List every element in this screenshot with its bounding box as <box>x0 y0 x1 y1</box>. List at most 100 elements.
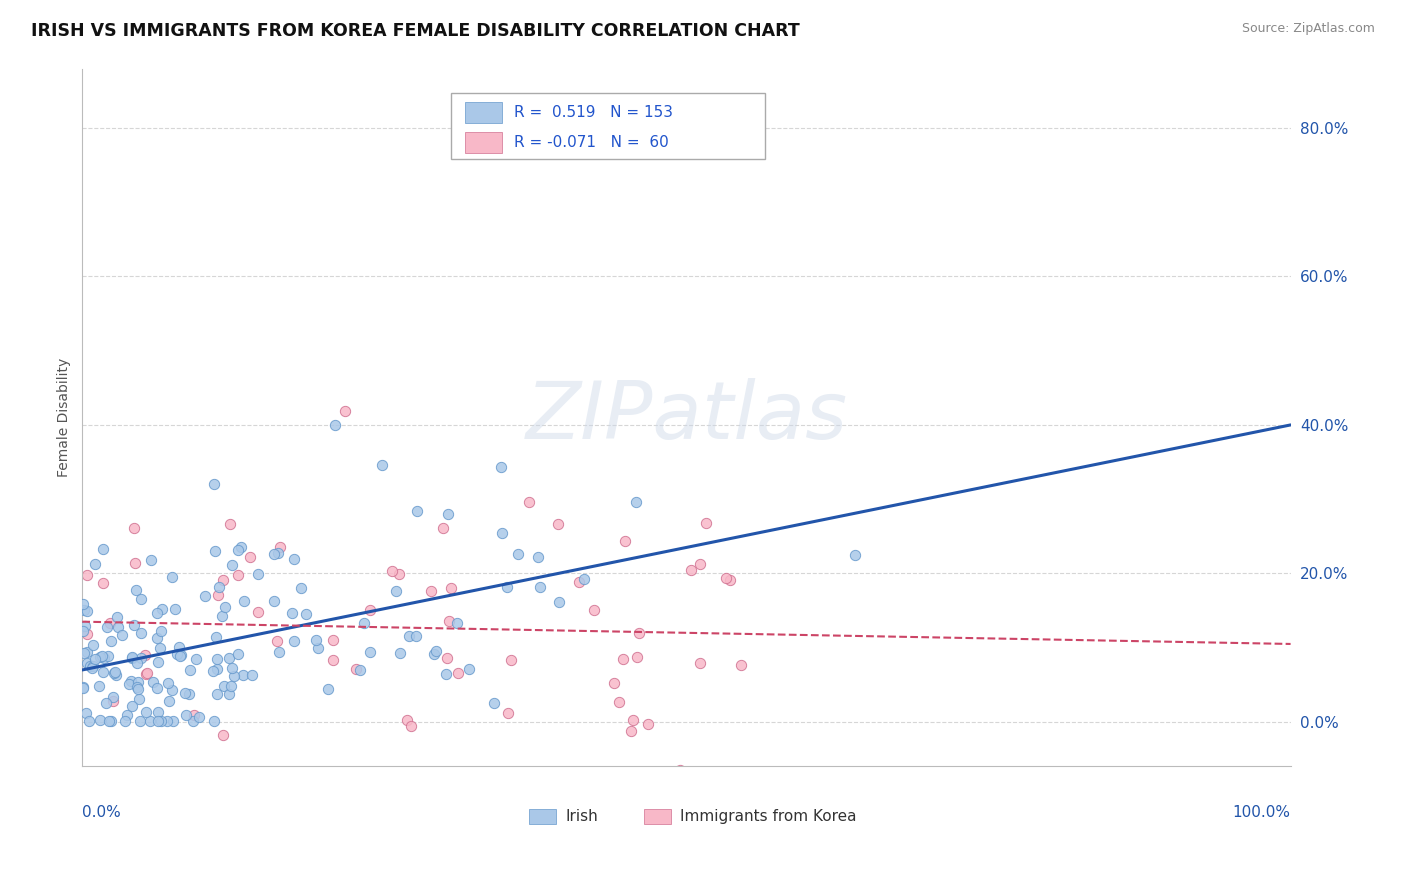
Point <box>626 650 648 665</box>
Point <box>212 573 235 587</box>
Point <box>582 603 605 617</box>
Point <box>323 417 346 432</box>
Point <box>506 547 529 561</box>
Point <box>131 592 153 607</box>
Point <box>150 602 173 616</box>
Point <box>163 601 186 615</box>
Point <box>322 632 344 647</box>
Point <box>128 714 150 728</box>
Point <box>127 674 149 689</box>
Point <box>263 594 285 608</box>
Point <box>103 693 125 707</box>
Point <box>267 645 290 659</box>
Point <box>166 647 188 661</box>
Point <box>388 567 411 582</box>
Point <box>207 589 229 603</box>
Point <box>93 665 115 679</box>
Point <box>385 584 408 599</box>
Point <box>527 550 550 565</box>
Point <box>344 663 367 677</box>
Point <box>281 606 304 620</box>
Point <box>72 624 94 639</box>
Point <box>621 713 644 727</box>
Point <box>218 687 240 701</box>
Point <box>496 580 519 594</box>
Point <box>135 706 157 720</box>
Point <box>120 673 142 688</box>
Point <box>214 599 236 614</box>
Point <box>146 681 169 695</box>
Point <box>177 687 200 701</box>
Text: R = -0.071   N =  60: R = -0.071 N = 60 <box>513 136 668 150</box>
Point <box>211 608 233 623</box>
Point <box>115 708 138 723</box>
Point <box>228 542 250 557</box>
Point <box>218 517 240 532</box>
Text: Irish: Irish <box>565 809 599 824</box>
Text: ZIPatlas: ZIPatlas <box>526 378 848 457</box>
Point <box>266 633 288 648</box>
Point <box>624 495 647 509</box>
Point <box>167 780 190 795</box>
Text: 100.0%: 100.0% <box>1233 805 1291 820</box>
Point <box>221 558 243 572</box>
Point <box>121 698 143 713</box>
Text: Immigrants from Korea: Immigrants from Korea <box>681 809 856 824</box>
Point <box>484 697 506 711</box>
Point <box>72 598 94 612</box>
Text: Source: ZipAtlas.com: Source: ZipAtlas.com <box>1241 22 1375 36</box>
Point <box>169 648 191 663</box>
Point <box>139 553 162 567</box>
Point <box>104 665 127 680</box>
Point <box>146 655 169 669</box>
Point <box>637 716 659 731</box>
Point <box>440 581 463 595</box>
Point <box>246 605 269 619</box>
Point <box>458 662 481 676</box>
Point <box>620 724 643 739</box>
Point <box>406 504 429 518</box>
Point <box>439 614 461 628</box>
Point <box>128 692 150 706</box>
Point <box>125 582 148 597</box>
Point <box>124 557 146 571</box>
Point <box>101 690 124 705</box>
Point <box>103 665 125 680</box>
Point <box>105 609 128 624</box>
Point <box>447 666 470 681</box>
Point <box>240 668 263 682</box>
Point <box>73 646 96 660</box>
Point <box>93 542 115 557</box>
Point <box>135 666 157 681</box>
Point <box>79 659 101 673</box>
Point <box>183 708 205 723</box>
Point <box>730 657 752 672</box>
Point <box>844 548 866 562</box>
Point <box>162 682 184 697</box>
Point <box>150 714 173 728</box>
Point <box>76 627 98 641</box>
Text: R =  0.519   N = 153: R = 0.519 N = 153 <box>513 105 672 120</box>
Point <box>194 589 217 603</box>
Point <box>100 634 122 648</box>
Point <box>446 615 468 630</box>
Point <box>499 653 522 667</box>
Point <box>603 676 626 690</box>
Point <box>139 714 162 728</box>
Point <box>389 647 412 661</box>
Point <box>174 707 197 722</box>
Point <box>76 567 98 582</box>
Point <box>89 650 111 665</box>
Point <box>187 710 209 724</box>
Point <box>613 533 636 548</box>
Point <box>436 650 458 665</box>
Bar <box>644 809 671 824</box>
Point <box>496 706 519 721</box>
Point <box>322 652 344 666</box>
Point <box>79 714 101 728</box>
Point <box>127 682 149 697</box>
Point <box>219 679 242 693</box>
Point <box>91 576 114 591</box>
Point <box>76 604 98 618</box>
Point <box>353 616 375 631</box>
